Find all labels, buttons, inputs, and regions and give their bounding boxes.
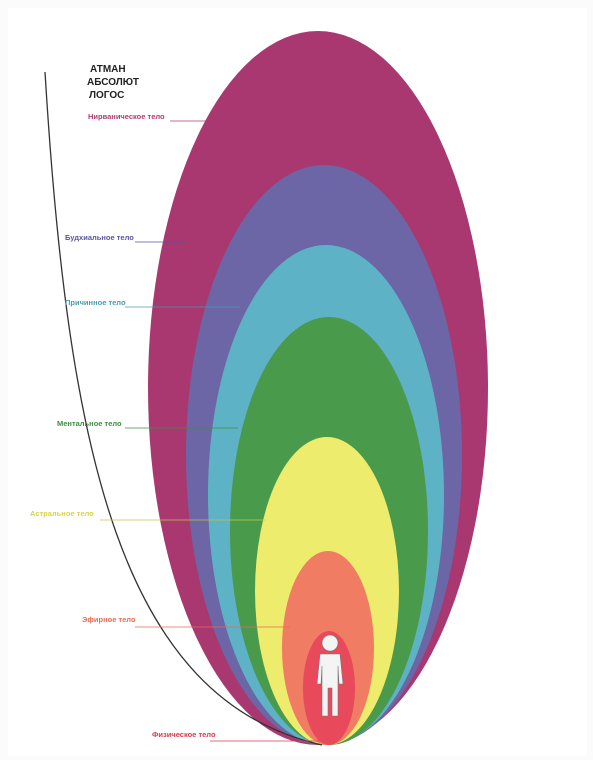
aura-layers [148, 31, 488, 745]
body-label: Эфирное тело [82, 615, 136, 624]
header-line: АБСОЛЮТ [87, 77, 139, 88]
header-line: ЛОГОС [89, 90, 124, 101]
body-label: Астральное тело [30, 509, 94, 518]
body-label: Причинное тело [65, 298, 126, 307]
diagram: АТМАН АБСОЛЮТ ЛОГОС Нирваническое тело Б… [0, 0, 593, 760]
body-label: Нирваническое тело [88, 112, 165, 121]
body-label: Будхиальное тело [65, 233, 134, 242]
body-label: Физическое тело [152, 730, 216, 739]
body-label: Ментальное тело [57, 419, 122, 428]
header-line: АТМАН [90, 64, 126, 75]
